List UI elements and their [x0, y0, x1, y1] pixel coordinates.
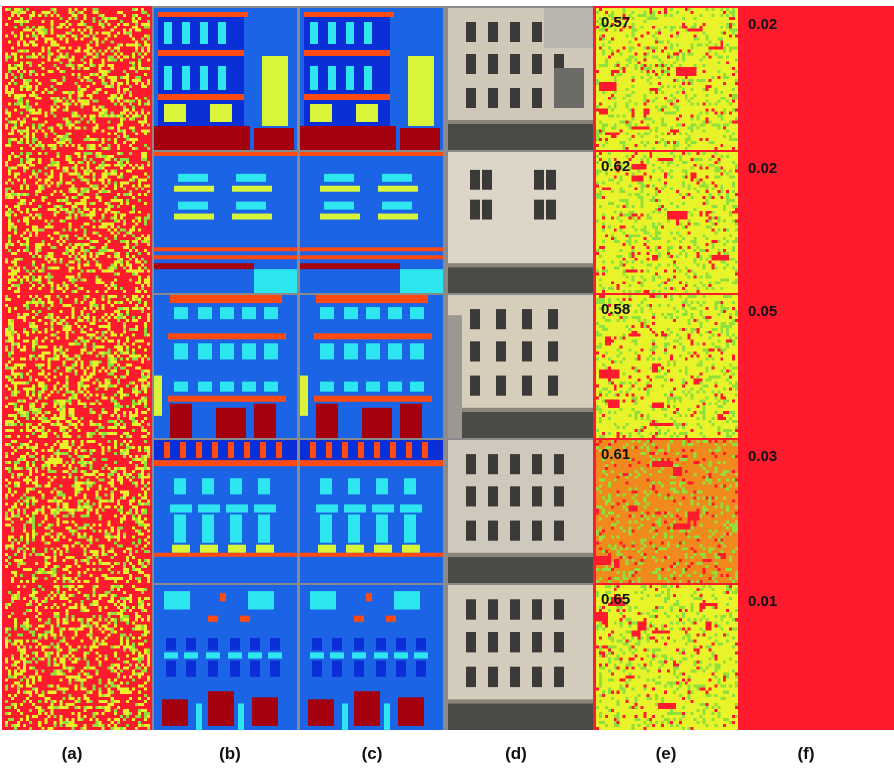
label-map-image	[154, 295, 297, 438]
column-label-a: (a)	[61, 744, 83, 763]
score-label: 0.62	[601, 158, 631, 175]
facade-photo-image	[448, 295, 593, 438]
heatmap-image: 0.57	[596, 8, 738, 150]
score-label: 0.05	[748, 303, 778, 320]
label-map-image	[300, 585, 443, 730]
column-label-c: (c)	[361, 744, 383, 763]
heatmap-image: 0.62	[596, 152, 738, 293]
label-map-image	[154, 585, 297, 730]
heatmap-image: 0.02	[740, 152, 890, 293]
column-label-e: (e)	[655, 744, 677, 763]
heatmap-image: 0.02	[740, 8, 890, 150]
noise-input-image	[5, 152, 150, 293]
heatmap-image: 0.05	[740, 295, 890, 438]
score-label: 0.57	[601, 14, 631, 31]
label-map-image	[154, 440, 297, 583]
label-map-image	[154, 8, 297, 150]
score-label: 0.01	[748, 593, 778, 610]
column-label-f: (f)	[797, 744, 815, 763]
score-label: 0.03	[748, 448, 778, 465]
noise-input-image	[5, 585, 150, 730]
label-map-image	[300, 8, 443, 150]
heatmap-image: 0.01	[740, 585, 890, 730]
label-map-image	[300, 295, 443, 438]
label-map-image	[300, 440, 443, 583]
column-label-d: (d)	[505, 744, 527, 763]
score-label: 0.58	[601, 301, 631, 318]
score-label: 0.65	[601, 591, 631, 608]
label-map-image	[300, 152, 443, 293]
heatmap-image: 0.03	[740, 440, 890, 583]
facade-photo-image	[448, 440, 593, 583]
score-label: 0.02	[748, 160, 778, 177]
facade-photo-image	[448, 152, 593, 293]
figure-grid: 0.57 0.02 0.62 0.02 0.58 0.05 0.61 0.03 0.65 0.01	[2, 6, 894, 730]
noise-input-image	[5, 440, 150, 583]
score-label: 0.02	[748, 16, 778, 33]
noise-input-image	[5, 8, 150, 150]
column-label-b: (b)	[219, 744, 241, 763]
heatmap-image: 0.61	[596, 440, 738, 583]
label-map-image	[154, 152, 297, 293]
noise-input-image	[5, 295, 150, 438]
facade-photo-image	[448, 585, 593, 730]
heatmap-image: 0.58	[596, 295, 738, 438]
heatmap-image: 0.65	[596, 585, 738, 730]
score-label: 0.61	[601, 446, 631, 463]
facade-photo-image	[448, 8, 593, 150]
